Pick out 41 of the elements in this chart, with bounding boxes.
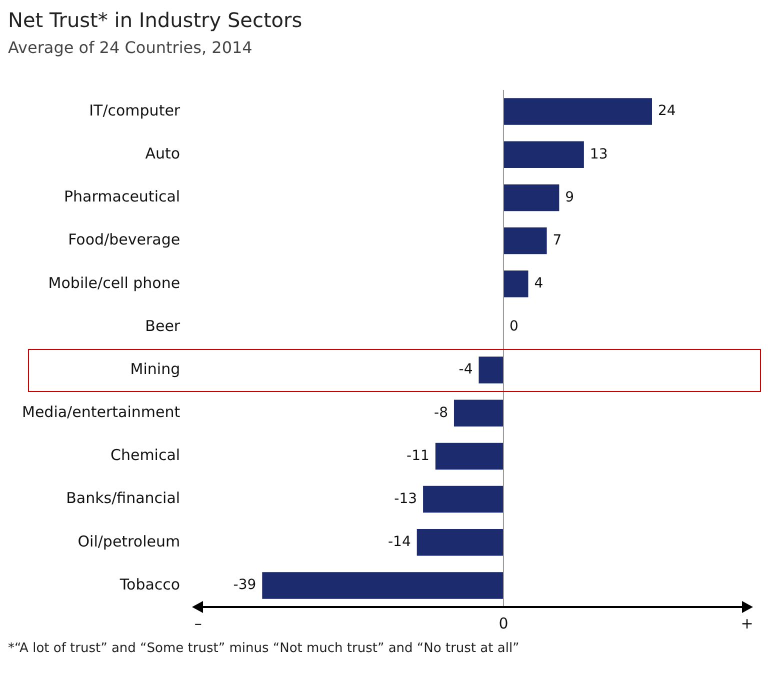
data-label: 0 (509, 318, 518, 335)
bar (435, 442, 504, 470)
data-label: 7 (552, 232, 562, 248)
text: – (194, 614, 202, 632)
y-tick-label: Banks/financial (66, 489, 180, 508)
y-tick-label: Chemical (110, 446, 180, 464)
bar (503, 270, 528, 298)
bar (416, 529, 504, 556)
y-tick-label: Mobile/cell phone (48, 274, 180, 292)
bar (503, 98, 652, 125)
text: + (740, 614, 754, 632)
bar (503, 227, 547, 254)
chart-title: Net Trust* in Industry Sectors (8, 8, 304, 32)
bar (454, 400, 504, 426)
data-label: 24 (658, 103, 676, 120)
y-tick-label: Mining (130, 360, 180, 378)
y-tick-label: Media/entertainment (22, 403, 180, 422)
data-label: 9 (565, 189, 574, 206)
data-label: -39 (233, 577, 256, 594)
y-tick-label: Pharmaceutical (64, 188, 180, 206)
y-tick-label: Auto (145, 144, 180, 163)
bar (423, 486, 504, 513)
text: Average of 24 Countries, 2014 (8, 38, 254, 57)
data-label: -11 (406, 448, 430, 464)
bar (503, 141, 584, 168)
y-tick-label: IT/computer (89, 101, 181, 120)
data-label: -13 (394, 490, 418, 507)
y-tick-label: Tobacco (118, 575, 180, 594)
data-label: 4 (534, 276, 544, 292)
data-label: -4 (458, 362, 473, 378)
text: *“A lot of trust” and “Some trust” minus “Not much trust” and “No trust at all” (8, 641, 520, 656)
bar (262, 572, 504, 599)
data-label: -14 (388, 534, 411, 550)
data-label: 13 (590, 146, 608, 162)
y-tick-label: Oil/petroleum (78, 532, 180, 550)
bar (503, 184, 560, 212)
bar (478, 356, 504, 384)
y-tick-label: Beer (145, 316, 181, 335)
data-label: -8 (434, 404, 448, 421)
ref-line-label: 0 (498, 614, 508, 632)
y-tick-label: Food/beverage (68, 230, 180, 249)
